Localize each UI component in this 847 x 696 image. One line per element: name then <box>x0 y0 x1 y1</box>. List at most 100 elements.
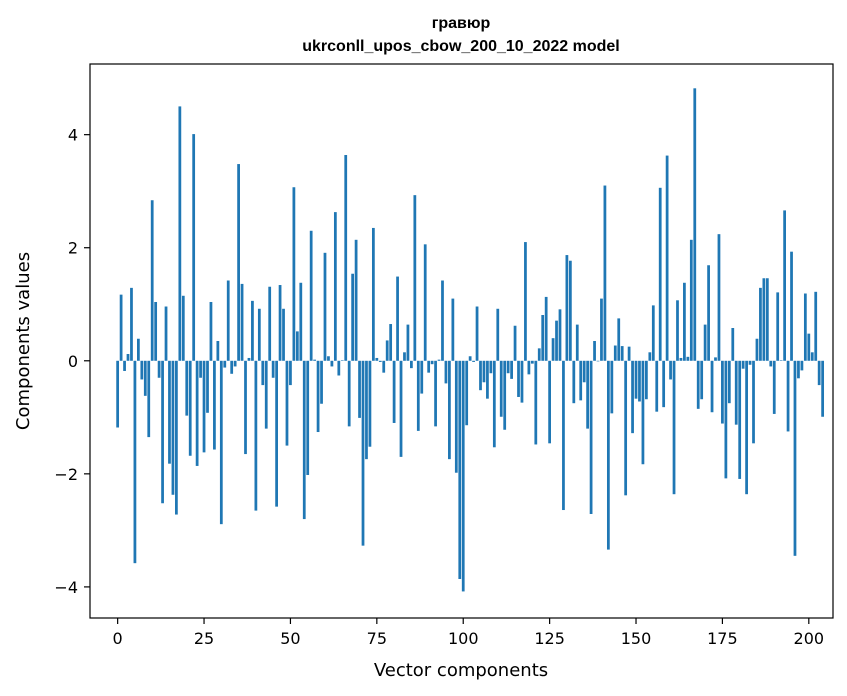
y-tick-label: 4 <box>68 126 78 145</box>
x-tick-label: 75 <box>367 629 387 648</box>
bar-22 <box>192 134 196 361</box>
bar-72 <box>365 360 368 460</box>
y-tick-label: 2 <box>68 239 78 258</box>
bar-107 <box>486 360 489 399</box>
bar-8 <box>143 360 147 396</box>
bar-151 <box>638 360 641 402</box>
bar-23 <box>195 360 199 466</box>
bar-5 <box>133 360 137 564</box>
bar-183 <box>748 360 752 365</box>
bar-0 <box>116 360 120 428</box>
bar-58 <box>316 360 320 433</box>
bar-186 <box>759 287 762 361</box>
bar-98 <box>454 360 458 473</box>
bar-105 <box>479 360 482 391</box>
bar-133 <box>575 324 579 361</box>
chart-subtitle: ukrconll_upos_cbow_200_10_2022 model <box>302 38 619 55</box>
bar-137 <box>589 360 593 514</box>
bar-125 <box>548 360 551 444</box>
bar-41 <box>257 308 261 361</box>
bar-4 <box>130 287 133 361</box>
bar-134 <box>579 360 583 401</box>
bar-146 <box>620 346 624 361</box>
bar-13 <box>161 360 164 504</box>
bar-87 <box>416 360 420 431</box>
x-tick-label: 175 <box>707 629 738 648</box>
bar-series <box>116 88 825 592</box>
bar-168 <box>696 360 700 409</box>
bar-77 <box>382 360 386 373</box>
bar-82 <box>399 360 403 457</box>
bar-84 <box>406 324 410 361</box>
bar-161 <box>672 360 676 495</box>
bar-140 <box>600 298 603 361</box>
bar-36 <box>240 283 244 361</box>
bar-32 <box>226 280 230 361</box>
bar-17 <box>175 360 178 515</box>
bar-56 <box>309 230 313 361</box>
bar-194 <box>786 360 790 432</box>
bar-178 <box>731 328 735 361</box>
bar-15 <box>168 360 171 464</box>
bar-195 <box>790 251 793 361</box>
bar-47 <box>278 285 282 361</box>
y-tick-label: 0 <box>68 352 78 371</box>
bar-108 <box>489 360 493 374</box>
bar-51 <box>292 187 296 361</box>
x-axis-ticks: 0 25 50 75 100 125 150 175 200 <box>113 618 824 648</box>
bar-145 <box>617 318 621 361</box>
bar-34 <box>233 360 237 367</box>
bar-131 <box>568 260 572 361</box>
bar-30 <box>219 360 223 525</box>
bar-67 <box>347 360 351 427</box>
bar-177 <box>727 360 731 404</box>
bar-52 <box>295 331 299 361</box>
chart-title: гравюр <box>432 15 491 32</box>
bar-113 <box>506 360 510 374</box>
bar-169 <box>700 360 704 400</box>
bar-74 <box>371 227 375 361</box>
bar-172 <box>710 360 714 413</box>
bar-153 <box>645 360 648 400</box>
x-tick-label: 150 <box>621 629 652 648</box>
y-axis-ticks: −4 −2 0 2 4 <box>54 126 90 597</box>
bar-2 <box>123 360 126 371</box>
bar-40 <box>254 360 258 511</box>
bar-91 <box>430 360 434 365</box>
bar-35 <box>237 164 240 361</box>
bar-62 <box>330 360 334 367</box>
bar-101 <box>465 360 469 426</box>
bar-155 <box>651 305 655 361</box>
bar-163 <box>679 357 683 361</box>
bar-110 <box>496 308 500 361</box>
y-tick-label: −4 <box>54 578 78 597</box>
bar-3 <box>126 354 130 361</box>
bar-182 <box>745 360 748 495</box>
bar-136 <box>586 360 590 429</box>
bar-204 <box>821 360 825 417</box>
bar-63 <box>333 212 337 361</box>
bar-132 <box>572 360 576 404</box>
bar-128 <box>558 309 562 361</box>
bar-185 <box>755 338 759 361</box>
bar-124 <box>544 296 548 361</box>
bar-116 <box>517 360 520 397</box>
bar-71 <box>361 360 365 546</box>
bar-86 <box>413 195 417 361</box>
bar-81 <box>396 276 399 361</box>
bar-171 <box>707 265 710 361</box>
bar-190 <box>772 360 776 414</box>
bar-129 <box>562 360 565 511</box>
bar-64 <box>337 360 341 376</box>
bar-83 <box>403 352 406 361</box>
bar-176 <box>724 360 728 479</box>
bar-89 <box>423 244 427 361</box>
bar-175 <box>721 360 724 424</box>
bar-196 <box>793 360 797 556</box>
bar-111 <box>499 360 503 417</box>
bar-160 <box>669 360 672 380</box>
bar-95 <box>444 360 448 384</box>
bar-39 <box>251 300 254 361</box>
bar-61 <box>327 356 330 361</box>
